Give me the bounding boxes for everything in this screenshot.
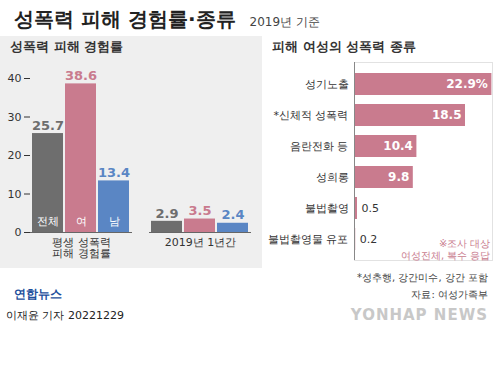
svg-text:10.4: 10.4 — [383, 139, 413, 153]
html-text:자료: 여성가족부: 자료: 여성가족부 — [411, 289, 488, 300]
html-text:2019년 기준: 2019년 기준 — [249, 15, 320, 29]
svg-text:전체: 전체 — [37, 215, 59, 228]
svg-text:2019년 1년간: 2019년 1년간 — [165, 236, 237, 249]
svg-text:불법촬영: 불법촬영 — [305, 202, 349, 215]
html-text:피해 여성의 성폭력 종류: 피해 여성의 성폭력 종류 — [272, 39, 416, 54]
svg-text:3.5: 3.5 — [188, 203, 211, 218]
svg-text:2.4: 2.4 — [221, 207, 244, 222]
svg-text:25.7: 25.7 — [32, 118, 64, 133]
svg-text:22.9%: 22.9% — [446, 77, 488, 91]
html-text:이재윤 기자 20221229: 이재윤 기자 20221229 — [6, 309, 124, 322]
svg-text:20: 20 — [8, 149, 22, 162]
html-text:*성추행, 강간미수, 강간 포함: *성추행, 강간미수, 강간 포함 — [357, 272, 488, 283]
svg-text:불법촬영물 유포: 불법촬영물 유포 — [268, 233, 349, 246]
svg-text:성희롱: 성희롱 — [316, 171, 349, 184]
svg-text:13.4: 13.4 — [98, 165, 130, 180]
svg-text:2.9: 2.9 — [155, 205, 178, 220]
svg-text:0: 0 — [15, 226, 22, 239]
svg-text:0.2: 0.2 — [360, 233, 378, 246]
html-text:성폭력 피해 경험률·종류: 성폭력 피해 경험률·종류 — [14, 7, 236, 31]
svg-text:여: 여 — [76, 215, 87, 228]
svg-text:9.8: 9.8 — [388, 170, 409, 184]
svg-text:38.6: 38.6 — [65, 68, 97, 83]
svg-text:10: 10 — [8, 188, 22, 201]
svg-text:0.5: 0.5 — [362, 202, 380, 215]
svg-text:30: 30 — [8, 111, 22, 124]
svg-text:※조사 대상여성전체, 복수 응답: ※조사 대상여성전체, 복수 응답 — [401, 238, 491, 261]
html-text:YONHAP NEWS: YONHAP NEWS — [350, 306, 488, 324]
html-text:성폭력 피해 경험률: 성폭력 피해 경험률 — [10, 39, 124, 54]
svg-text:40: 40 — [8, 72, 22, 85]
svg-text:남: 남 — [109, 215, 120, 228]
svg-text:음란전화 등: 음란전화 등 — [290, 140, 349, 153]
svg-text:평생 성폭력피해 경험률: 평생 성폭력피해 경험률 — [52, 236, 111, 260]
svg-text:18.5: 18.5 — [432, 108, 462, 122]
html-text:연합뉴스: 연합뉴스 — [14, 287, 62, 301]
svg-text:성기노출: 성기노출 — [305, 78, 349, 91]
svg-text:*신체적 성폭력: *신체적 성폭력 — [274, 109, 349, 122]
